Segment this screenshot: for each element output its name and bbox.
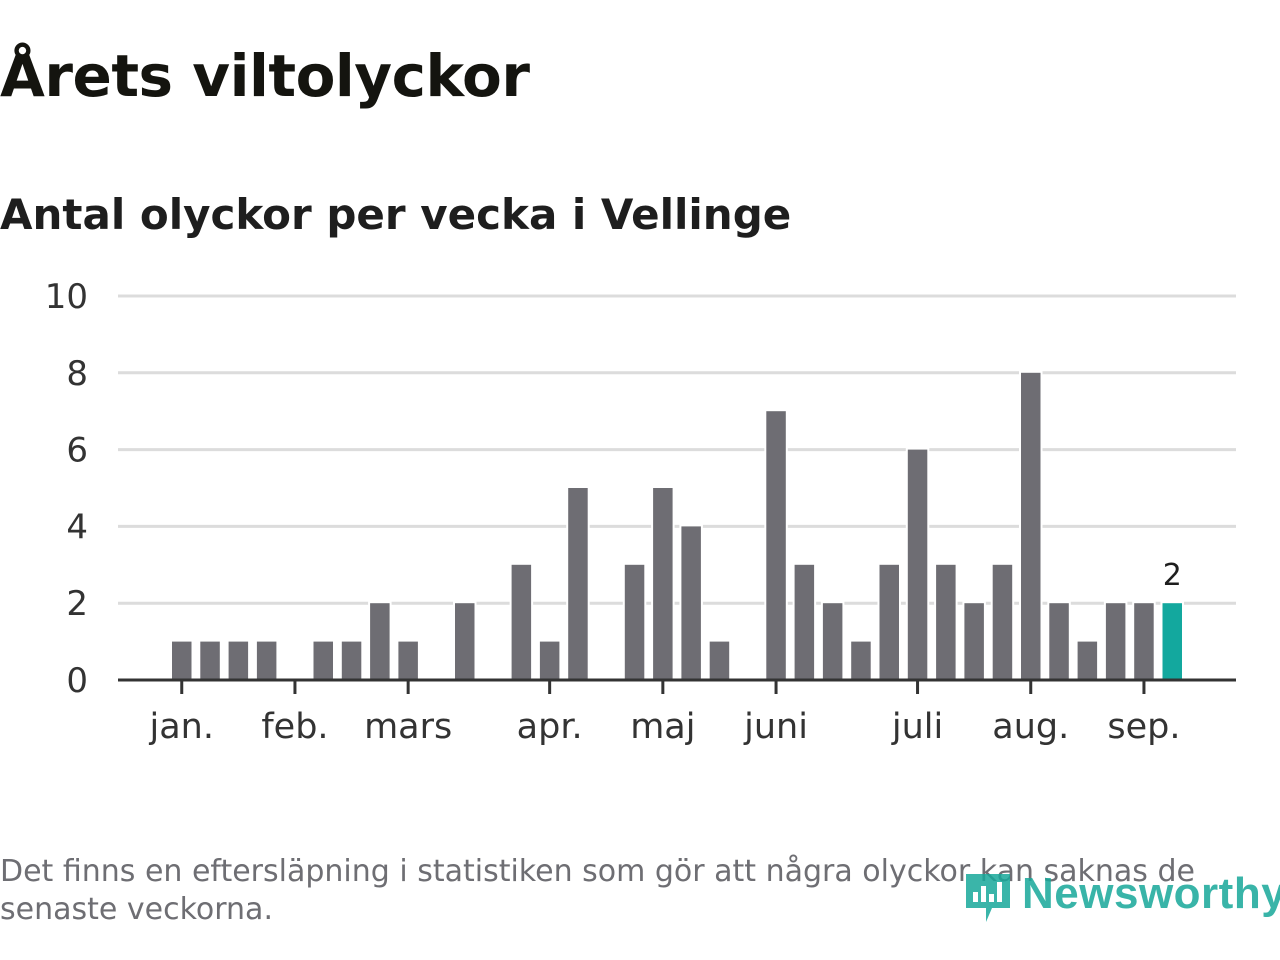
x-axis [118,678,1236,694]
bar [651,486,675,682]
x-tick-label: aug. [992,707,1069,747]
bar [537,639,562,683]
y-tick-label: 0 [66,661,88,701]
bar [1075,639,1100,683]
bar-chart: 0 2 4 6 8 10 jan. feb. mars apr. maj juni juli aug. s… [45,277,1236,747]
bar [368,601,392,683]
bar [934,562,958,682]
bar [962,601,986,683]
y-tick-label: 8 [66,354,88,394]
bar [1047,601,1071,683]
bar [905,447,930,682]
bar [509,562,534,682]
chart-subtitle: Antal olyckor per vecka i Vellinge [0,190,792,239]
chart-title: Årets viltolyckor [0,42,530,110]
bar [990,562,1015,682]
bar [254,639,279,683]
bar [707,639,732,683]
y-tick-label: 2 [66,584,88,624]
x-tick-label: mars [364,707,452,747]
bar [339,639,364,683]
newsworthy-logo-icon [966,874,1010,922]
x-tick-label: sep. [1107,707,1180,747]
y-axis-labels: 0 2 4 6 8 10 [45,277,88,701]
bar-highlight [1160,601,1184,683]
bar [1103,601,1128,683]
bar [1019,370,1043,683]
bar [820,601,845,683]
brand-logo: Newsworthy [962,862,1280,926]
gridlines [118,294,1236,605]
bar [226,639,251,683]
y-tick-label: 4 [66,507,88,547]
x-tick-label: jan. [149,707,214,747]
x-tick-label: apr. [517,707,583,747]
bar [679,524,703,682]
bar [792,562,817,682]
bar [566,486,590,682]
bar [396,639,420,683]
x-axis-labels: jan. feb. mars apr. maj juni juli aug. sep. [149,707,1181,747]
bar [1132,601,1156,683]
brand-name: Newsworthy [1022,869,1280,918]
bar [764,409,788,682]
x-tick-label: juni [743,707,808,747]
bar-value-label: 2 [1163,558,1182,593]
bar [453,601,477,683]
annotations: 2 [1163,558,1182,593]
bar [622,562,647,682]
bar [311,639,335,683]
x-tick-label: juli [891,707,943,747]
bar [198,639,222,683]
x-tick-label: feb. [261,707,328,747]
bar [170,639,194,683]
y-tick-label: 10 [45,277,88,317]
bar [877,562,901,682]
x-tick-label: maj [630,707,695,747]
y-tick-label: 6 [66,431,88,471]
bar [849,639,873,683]
